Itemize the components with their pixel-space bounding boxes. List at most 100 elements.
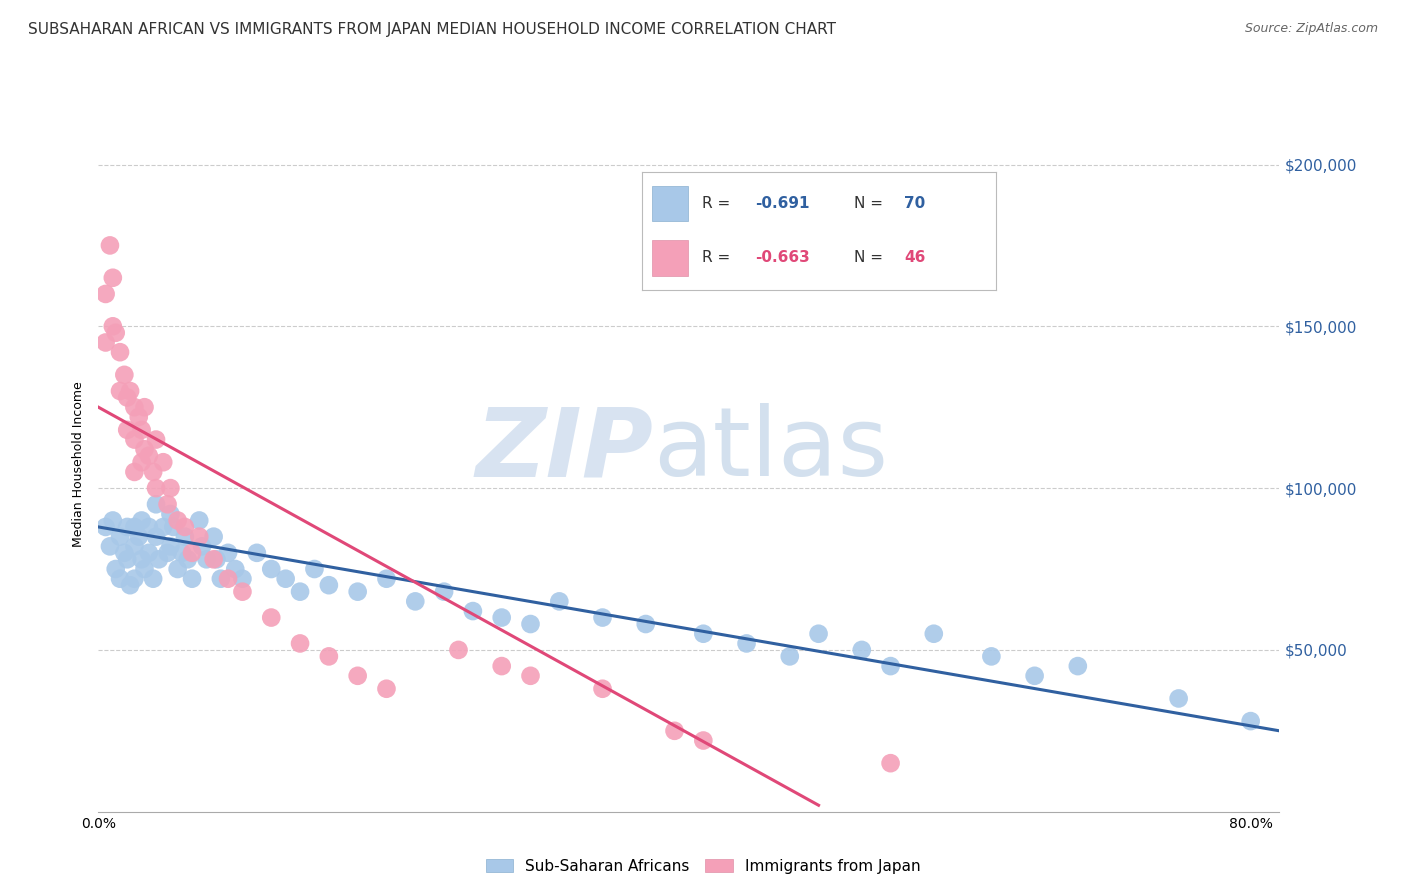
Point — [101, 270, 124, 285]
Point — [177, 552, 200, 566]
Point — [447, 643, 470, 657]
Point — [131, 455, 153, 469]
Point — [217, 546, 239, 560]
Point — [879, 756, 901, 771]
Point — [1067, 659, 1090, 673]
Point — [922, 626, 945, 640]
Point — [1167, 691, 1189, 706]
Point — [166, 513, 188, 527]
Point — [375, 681, 398, 696]
Point — [209, 572, 232, 586]
Point — [260, 562, 283, 576]
Point — [231, 584, 253, 599]
Point — [318, 578, 340, 592]
Point — [433, 584, 456, 599]
Point — [138, 520, 160, 534]
Point — [94, 520, 117, 534]
Point — [120, 578, 142, 592]
Point — [104, 562, 127, 576]
Point — [101, 513, 124, 527]
Point — [205, 552, 228, 566]
Point — [807, 626, 830, 640]
Point — [519, 669, 541, 683]
Point — [592, 610, 614, 624]
Point — [94, 335, 117, 350]
Point — [112, 368, 135, 382]
Point — [274, 572, 297, 586]
Point — [145, 497, 167, 511]
Point — [260, 610, 283, 624]
Point — [159, 507, 181, 521]
Point — [134, 442, 156, 457]
Point — [131, 513, 153, 527]
Point — [156, 546, 179, 560]
Point — [120, 384, 142, 398]
Point — [131, 423, 153, 437]
Point — [142, 572, 165, 586]
Point — [692, 733, 714, 747]
Point — [592, 681, 614, 696]
Point — [166, 562, 188, 576]
Point — [115, 520, 138, 534]
Point — [346, 669, 368, 683]
Point — [173, 520, 195, 534]
Point — [181, 546, 204, 560]
Point — [156, 497, 179, 511]
Point — [152, 455, 174, 469]
Point — [104, 326, 127, 340]
Point — [108, 345, 131, 359]
Point — [124, 433, 146, 447]
Point — [124, 572, 146, 586]
Point — [879, 659, 901, 673]
Point — [98, 540, 121, 554]
Point — [224, 562, 246, 576]
Point — [304, 562, 326, 576]
Point — [188, 513, 211, 527]
Point — [188, 530, 211, 544]
Point — [170, 546, 193, 560]
Point — [112, 546, 135, 560]
Y-axis label: Median Household Income: Median Household Income — [72, 381, 86, 547]
Point — [1240, 714, 1263, 728]
Point — [124, 401, 146, 415]
Point — [692, 626, 714, 640]
Point — [191, 540, 214, 554]
Text: ZIP: ZIP — [475, 403, 654, 497]
Point — [98, 238, 121, 252]
Point — [195, 552, 218, 566]
Text: SUBSAHARAN AFRICAN VS IMMIGRANTS FROM JAPAN MEDIAN HOUSEHOLD INCOME CORRELATION : SUBSAHARAN AFRICAN VS IMMIGRANTS FROM JA… — [28, 22, 837, 37]
Point — [145, 481, 167, 495]
Point — [152, 520, 174, 534]
Point — [231, 572, 253, 586]
Point — [851, 643, 873, 657]
Point — [217, 572, 239, 586]
Point — [101, 319, 124, 334]
Point — [159, 540, 181, 554]
Point — [142, 465, 165, 479]
Point — [108, 530, 131, 544]
Point — [138, 546, 160, 560]
Point — [664, 723, 686, 738]
Point — [634, 617, 657, 632]
Point — [159, 481, 181, 495]
Point — [548, 594, 571, 608]
Point — [288, 636, 311, 650]
Point — [94, 287, 117, 301]
Point — [108, 384, 131, 398]
Point — [148, 552, 170, 566]
Point — [202, 552, 225, 566]
Point — [491, 610, 513, 624]
Point — [318, 649, 340, 664]
Point — [346, 584, 368, 599]
Point — [138, 449, 160, 463]
Point — [145, 433, 167, 447]
Point — [202, 530, 225, 544]
Point — [124, 520, 146, 534]
Point — [404, 594, 426, 608]
Point — [1024, 669, 1046, 683]
Point — [246, 546, 269, 560]
Point — [375, 572, 398, 586]
Point — [173, 530, 195, 544]
Text: Source: ZipAtlas.com: Source: ZipAtlas.com — [1244, 22, 1378, 36]
Point — [131, 552, 153, 566]
